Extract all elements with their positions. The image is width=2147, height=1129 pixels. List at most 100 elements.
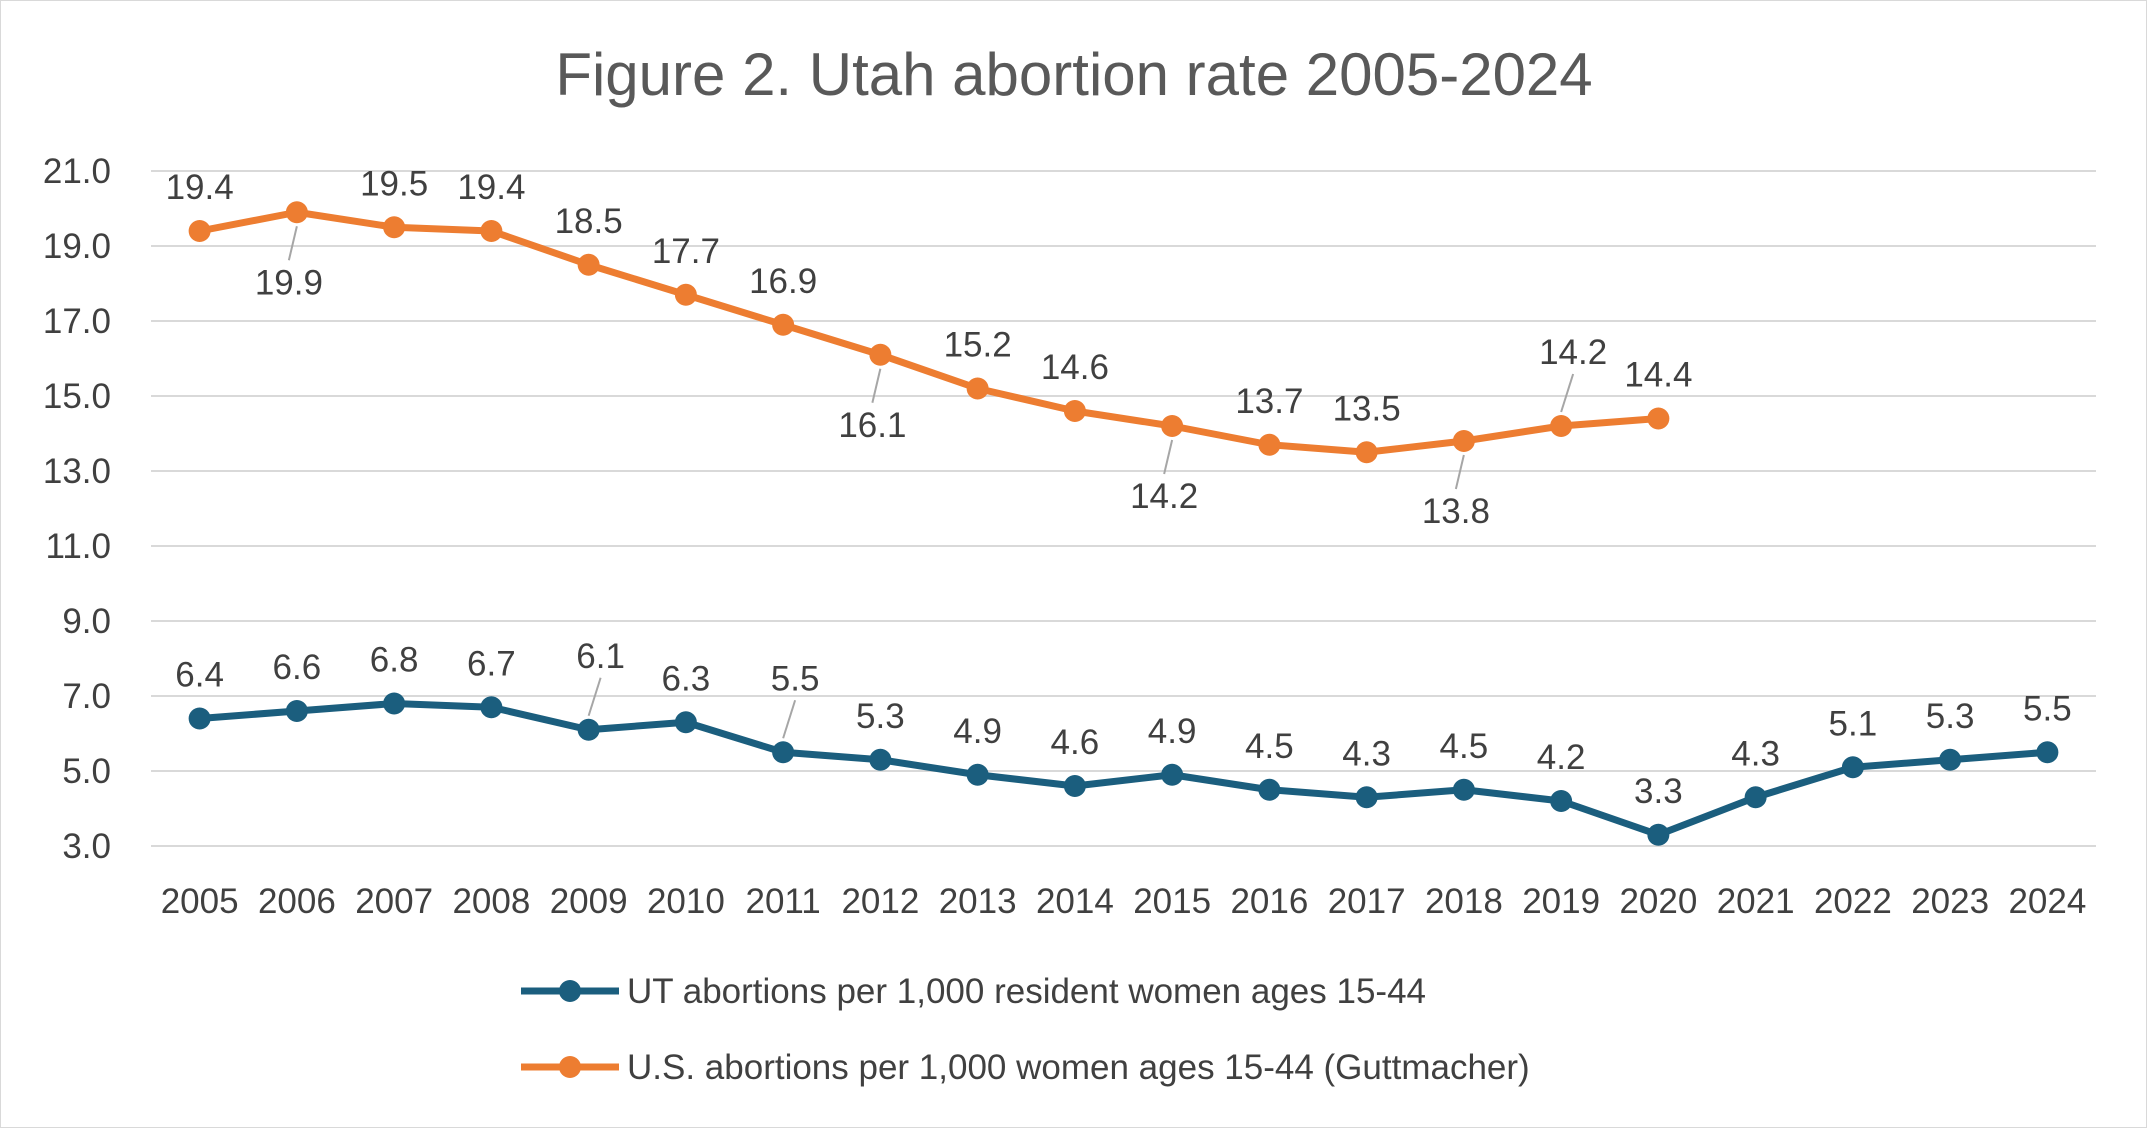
x-tick-label: 2020 <box>1619 882 1697 921</box>
data-point <box>1841 756 1864 779</box>
data-label: 13.8 <box>1422 492 1490 531</box>
data-label: 6.4 <box>175 656 224 695</box>
y-tick-label: 17.0 <box>43 302 111 341</box>
series-layer <box>188 201 2059 846</box>
y-tick-label: 5.0 <box>62 752 111 791</box>
data-point <box>1258 778 1281 801</box>
x-axis-tick-labels: 2005 2006 2007 2008 2009 2010 2011 2012 2013 2014… <box>161 882 2087 921</box>
y-tick-label: 7.0 <box>62 677 111 716</box>
data-point <box>1161 763 1184 786</box>
data-label: 4.9 <box>1148 712 1197 751</box>
data-point <box>1550 790 1573 812</box>
leader-line <box>287 226 298 261</box>
legend-item-2: U.S. abortions per 1,000 women ages 15-4… <box>521 1048 1530 1087</box>
data-label: 14.2 <box>1130 477 1198 516</box>
chart-title: Figure 2. Utah abortion rate 2005-2024 <box>555 41 1592 108</box>
x-tick-label: 2012 <box>841 882 919 921</box>
y-tick-label: 9.0 <box>62 602 111 641</box>
data-label: 5.3 <box>1926 697 1975 736</box>
leader-line <box>587 677 602 717</box>
data-label: 6.6 <box>273 648 322 687</box>
data-label: 4.5 <box>1440 727 1489 766</box>
data-label: 19.4 <box>166 168 234 207</box>
legend-swatch-marker <box>559 980 581 1002</box>
data-point <box>383 216 406 239</box>
data-point <box>869 343 892 366</box>
leader-line <box>871 368 882 403</box>
legend-swatch-marker <box>559 1056 581 1078</box>
data-point <box>966 377 989 400</box>
data-point <box>1744 786 1767 809</box>
data-point <box>480 696 503 719</box>
data-labels: 6.4 6.6 6.8 6.7 6.1 6.3 5.5 5.3 4.9 4.6 4.9 4.5 4.3 4… <box>166 164 2072 811</box>
data-label: 13.7 <box>1235 382 1303 421</box>
series-line <box>199 700 2048 839</box>
data-label: 4.3 <box>1342 734 1391 773</box>
x-tick-label: 2006 <box>258 882 336 921</box>
data-point <box>772 313 795 336</box>
series-2 <box>188 201 1670 464</box>
y-tick-label: 21.0 <box>43 152 111 191</box>
y-axis-tick-labels: 3.0 5.0 7.0 9.0 11.0 13.0 15.0 17.0 19.0 21.0 <box>43 152 111 866</box>
data-point <box>772 741 795 764</box>
x-tick-label: 2011 <box>745 882 820 921</box>
y-tick-label: 15.0 <box>43 377 111 416</box>
x-tick-label: 2008 <box>452 882 530 921</box>
data-label: 19.9 <box>255 263 323 302</box>
data-point <box>1452 430 1475 452</box>
data-point <box>188 707 211 730</box>
legend-label: UT abortions per 1,000 resident women ag… <box>627 972 1426 1011</box>
data-point <box>383 692 406 715</box>
x-tick-label: 2005 <box>161 882 239 921</box>
legend-label: U.S. abortions per 1,000 women ages 15-4… <box>627 1048 1530 1087</box>
data-label: 16.9 <box>749 262 817 301</box>
data-label: 4.2 <box>1537 738 1586 777</box>
x-tick-label: 2024 <box>2008 882 2086 921</box>
data-label: 13.5 <box>1333 389 1401 428</box>
data-point <box>1355 441 1378 464</box>
y-tick-label: 13.0 <box>43 452 111 491</box>
leader-line <box>1163 439 1174 475</box>
data-point <box>1647 407 1670 430</box>
data-label: 5.5 <box>2023 689 2072 728</box>
data-point <box>1452 778 1475 801</box>
data-point <box>285 201 308 224</box>
x-tick-label: 2015 <box>1133 882 1211 921</box>
data-label: 3.3 <box>1634 772 1683 811</box>
x-tick-label: 2010 <box>647 882 725 921</box>
data-label: 18.5 <box>555 202 623 241</box>
data-point <box>285 700 308 722</box>
leader-line <box>782 699 797 739</box>
legend: UT abortions per 1,000 resident women ag… <box>521 972 1530 1087</box>
x-tick-label: 2017 <box>1328 882 1406 921</box>
data-point <box>1550 415 1573 437</box>
data-label: 4.5 <box>1245 727 1294 766</box>
data-label: 14.6 <box>1041 348 1109 387</box>
data-point <box>1258 433 1281 456</box>
data-label: 16.1 <box>838 406 906 445</box>
series-line <box>198 208 1659 456</box>
data-label: 6.1 <box>576 637 625 676</box>
data-label: 4.9 <box>953 712 1002 751</box>
data-label: 17.7 <box>652 232 720 271</box>
data-label: 19.5 <box>360 164 428 203</box>
data-label: 4.6 <box>1051 723 1100 762</box>
data-label: 6.7 <box>467 644 516 683</box>
data-label: 19.4 <box>457 168 525 207</box>
data-point <box>1939 748 1962 771</box>
data-label: 5.3 <box>856 697 905 736</box>
y-tick-label: 11.0 <box>45 527 111 566</box>
data-point <box>869 748 892 771</box>
data-point <box>577 718 600 741</box>
x-tick-label: 2016 <box>1230 882 1308 921</box>
data-label: 6.8 <box>370 641 419 680</box>
gridlines <box>151 170 2096 847</box>
data-point <box>1063 400 1086 422</box>
data-point <box>1063 775 1086 797</box>
data-point <box>674 283 697 306</box>
data-point <box>1647 823 1670 846</box>
x-tick-label: 2023 <box>1911 882 1989 921</box>
x-tick-label: 2021 <box>1717 882 1795 921</box>
